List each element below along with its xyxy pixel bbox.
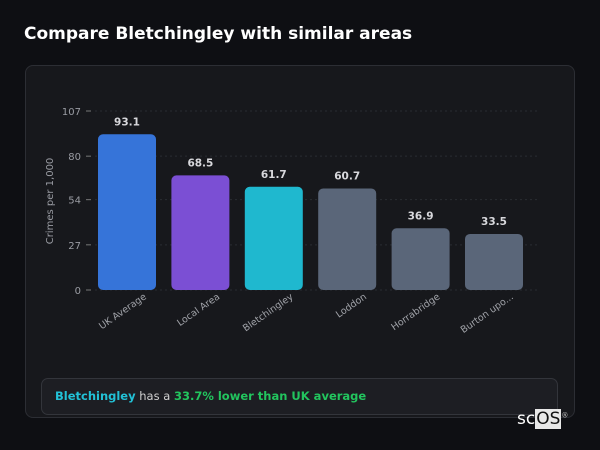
x-tick-label: Bletchingley <box>241 291 296 334</box>
x-tick-label: UK Average <box>97 291 149 332</box>
bar-value-label: 68.5 <box>187 157 213 169</box>
bar-value-label: 61.7 <box>261 169 287 181</box>
page-title: Compare Bletchingley with similar areas <box>24 24 413 44</box>
y-tick-label: 107 <box>62 107 81 118</box>
bar-value-label: 60.7 <box>334 170 360 182</box>
y-tick-label: 80 <box>68 152 81 163</box>
summary-banner: Bletchingley has a 33.7% lower than UK a… <box>41 378 558 415</box>
y-tick-label: 54 <box>68 196 81 207</box>
bar-value-label: 33.5 <box>481 216 507 228</box>
y-axis-label: Crimes per 1,000 <box>45 158 56 245</box>
bar <box>465 233 523 290</box>
summary-place: Bletchingley <box>55 389 136 403</box>
x-tick-label: Local Area <box>175 291 222 328</box>
y-tick-label: 0 <box>75 286 81 297</box>
bar-value-label: 93.1 <box>114 116 140 128</box>
x-tick-label: Loddon <box>334 291 369 320</box>
bar <box>391 228 450 290</box>
bar-value-label: 36.9 <box>408 210 434 222</box>
summary-comparison: 33.7% lower than UK average <box>173 389 367 403</box>
scos-logo: scOS® <box>517 409 569 429</box>
bar <box>318 188 377 290</box>
bar <box>98 134 156 290</box>
bar <box>171 175 230 290</box>
y-tick-label: 27 <box>68 241 81 252</box>
x-tick-label: Burton upo... <box>459 291 516 335</box>
bar <box>244 186 303 290</box>
x-tick-label: Horrabridge <box>389 291 442 333</box>
summary-text: has a <box>135 389 174 403</box>
